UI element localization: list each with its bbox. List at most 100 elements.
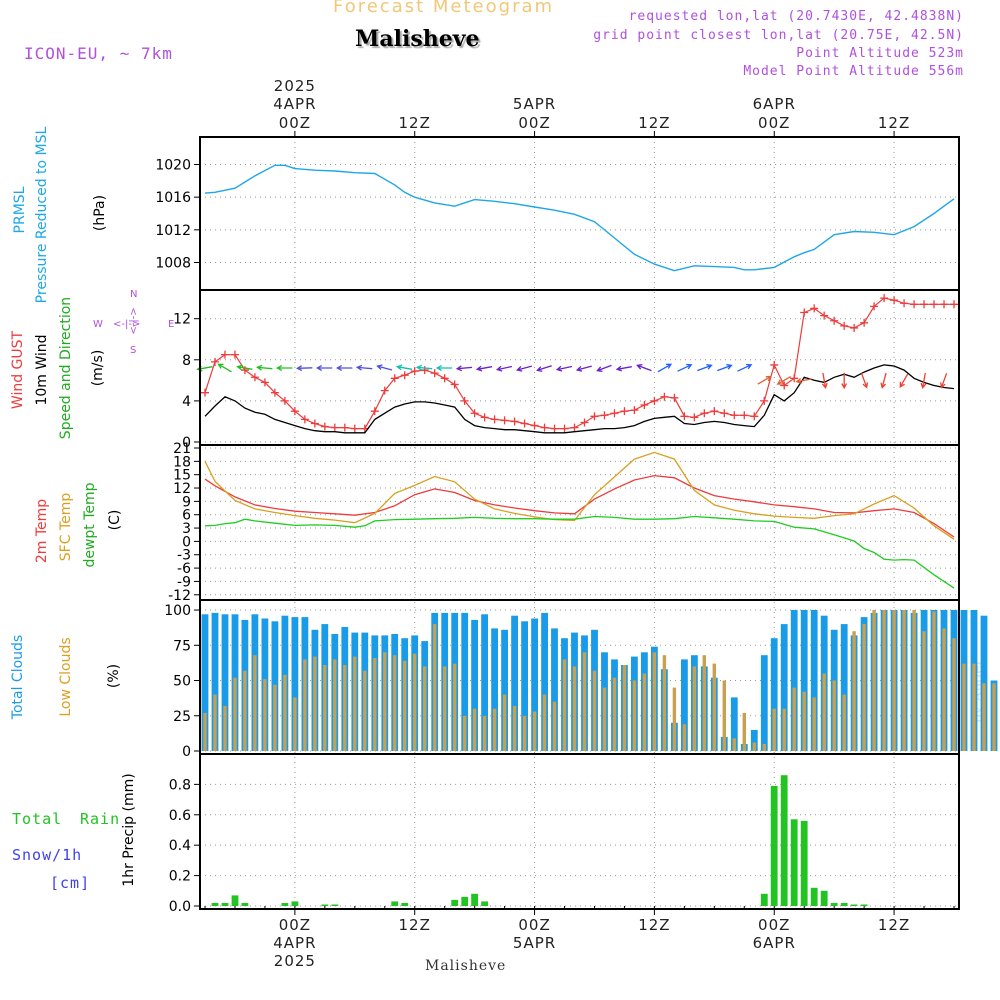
low-cloud-bar	[373, 658, 377, 751]
bottom-time-label: 12Z	[638, 916, 670, 934]
gust-point-marker	[740, 411, 749, 420]
bottom-time-label: 00Z	[758, 916, 790, 934]
low-cloud-bar	[942, 628, 946, 751]
gust-point-marker	[720, 409, 729, 418]
low-cloud-bar	[862, 624, 866, 751]
low-cloud-bar	[802, 691, 806, 751]
total-cloud-bar	[291, 617, 299, 751]
gust-point-marker	[570, 423, 579, 432]
rain-bar	[281, 903, 289, 906]
pressure-panel-frame	[199, 136, 960, 291]
gust-point-marker	[250, 373, 259, 382]
gust-point-marker	[210, 357, 219, 366]
rain-bar	[810, 887, 818, 906]
gust-point-marker	[230, 350, 239, 359]
wind-direction-arrow	[415, 364, 433, 371]
rain-bar	[391, 901, 399, 906]
wind-direction-arrow	[256, 364, 273, 371]
rain-bar	[820, 890, 828, 906]
precip-ytick-label: 0.6	[169, 808, 191, 824]
gust-point-marker	[900, 299, 909, 308]
gust-point-marker	[270, 388, 279, 397]
top-date-label: 4APR	[273, 95, 316, 113]
low-cloud-bar	[682, 724, 687, 751]
low-cloud-bar	[243, 670, 247, 751]
gust-point-marker	[400, 371, 409, 380]
low-cloud-bar	[472, 708, 477, 751]
gust-point-marker	[600, 411, 609, 420]
total-cloud-bar	[461, 612, 469, 751]
low-cloud-bar	[832, 680, 836, 751]
gust-point-marker	[610, 409, 619, 418]
clouds-ytick-label: 25	[173, 709, 191, 725]
wind-direction-arrow	[860, 373, 869, 389]
low-cloud-bar	[892, 610, 896, 751]
low-cloud-bar	[882, 610, 886, 751]
product-title: Forecast Meteogram	[333, 0, 555, 17]
top-date-label: 6APR	[753, 95, 796, 113]
wind-ytick-label: 12	[173, 312, 191, 328]
total-cloud-bar	[491, 628, 498, 751]
precip-ytick-label: 0.8	[169, 777, 191, 793]
temperature-ytick-label: 12	[173, 481, 191, 497]
top-time-label: 12Z	[878, 114, 910, 132]
rain-bar	[850, 904, 858, 906]
low-cloud-bar	[592, 670, 597, 751]
gust-point-marker	[820, 311, 829, 320]
pressure-ytick-label: 1012	[155, 223, 191, 239]
wind-direction-arrow	[657, 363, 673, 373]
low-cloud-bar	[403, 660, 407, 751]
wind-direction-arrow	[575, 365, 592, 372]
low-cloud-bar	[582, 652, 587, 751]
gust-point-marker	[910, 300, 919, 309]
rain-bar	[830, 903, 838, 906]
temperature-ytick-label: -12	[168, 588, 191, 604]
low-cloud-bar	[283, 674, 287, 751]
precip-ytick-label: 0.4	[169, 838, 191, 854]
model-point-altitude: Model Point Altitude 556m	[743, 64, 964, 79]
gust-point-marker	[920, 300, 929, 309]
total-cloud-bar	[221, 614, 229, 751]
gust-point-marker	[620, 407, 629, 416]
gust-point-marker	[450, 380, 459, 389]
low-cloud-bar	[742, 712, 746, 751]
wind-direction-arrow	[920, 372, 927, 390]
total-cloud-bar	[521, 621, 528, 751]
total-cloud-bar	[760, 655, 768, 751]
bottom-date-label: 5APR	[513, 934, 556, 952]
wind-direction-arrow	[515, 365, 532, 372]
gust-point-marker	[220, 350, 229, 359]
low-cloud-bar	[792, 687, 796, 751]
rain-bar	[800, 820, 808, 906]
low-cloud-bar	[872, 610, 876, 751]
low-cloud-bar	[552, 701, 557, 751]
gust-point-marker	[870, 302, 879, 311]
gust-point-marker	[830, 316, 839, 325]
wind-direction-arrow	[296, 365, 313, 372]
gust-point-marker	[540, 423, 549, 432]
gust-point-marker	[800, 308, 809, 317]
low-cloud-bar	[572, 666, 577, 751]
grid-layer	[200, 137, 959, 909]
gust-point-marker	[380, 386, 389, 395]
gust-point-marker	[310, 419, 319, 428]
low-cloud-bar	[333, 659, 337, 751]
precip-panel-frame	[199, 753, 960, 910]
total-cloud-bar	[541, 612, 548, 751]
wind-direction-arrow	[717, 364, 733, 372]
gust-point-marker	[700, 409, 709, 418]
pressure-ytick-label: 1008	[155, 256, 191, 272]
low-cloud-bar	[423, 666, 427, 751]
temperature-ytick-label: 21	[173, 441, 191, 457]
low-cloud-bar	[612, 677, 617, 751]
rain-bar	[461, 896, 469, 906]
gust-point-marker	[280, 396, 289, 405]
gust-point-marker	[780, 381, 789, 390]
total-cloud-bar	[790, 610, 798, 751]
wind-ytick-label: 4	[182, 394, 191, 410]
total-cloud-bar	[211, 612, 219, 751]
rain-bar	[481, 901, 488, 906]
low-cloud-bar	[273, 684, 277, 751]
low-cloud-bar	[562, 659, 567, 751]
compass-horizontal-icon: <-|->	[113, 319, 141, 330]
